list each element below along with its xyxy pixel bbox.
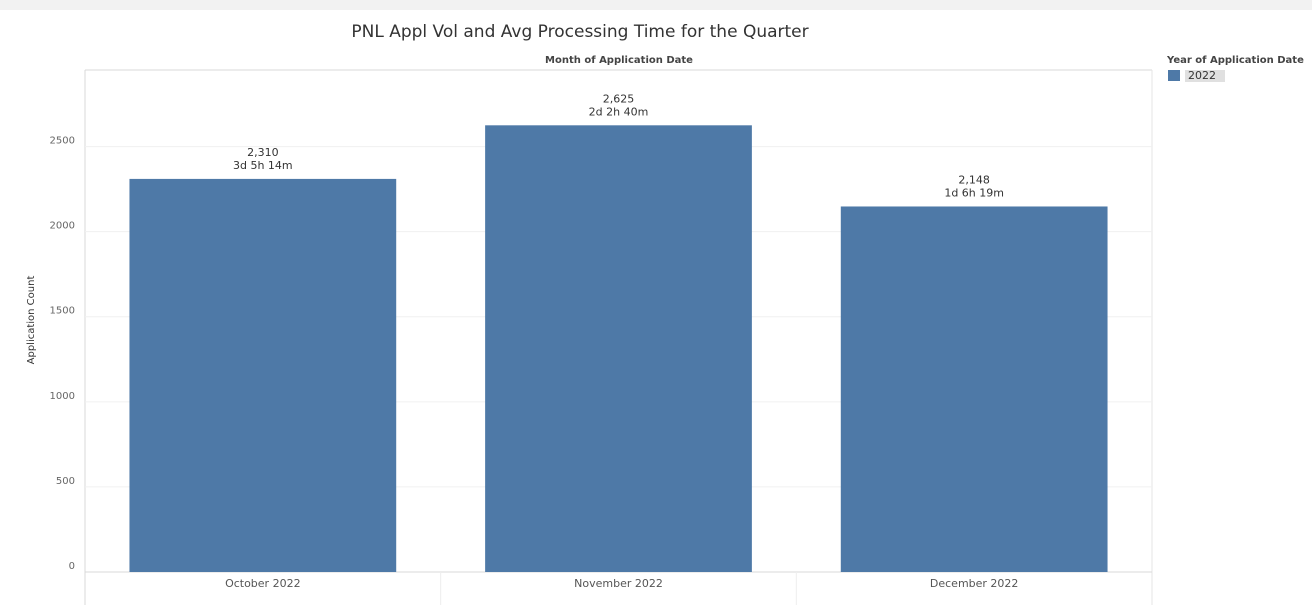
data-label: 2,148	[958, 173, 990, 186]
y-axis-label: Application Count	[26, 276, 37, 365]
x-header: Month of Application Date	[545, 55, 693, 66]
legend-highlight	[1185, 70, 1225, 82]
top-strip	[0, 0, 1312, 10]
y-tick-label: 2000	[50, 221, 75, 232]
x-tick-label: October 2022	[225, 577, 301, 590]
data-label: 2,310	[247, 146, 279, 159]
y-tick-label: 500	[56, 476, 75, 487]
y-tick-label: 1000	[50, 391, 75, 402]
data-label: 2,625	[603, 92, 635, 105]
legend-title: Year of Application Date	[1166, 55, 1304, 66]
bar	[129, 178, 397, 572]
time-label: 2d 2h 40m	[589, 105, 649, 118]
y-tick-label: 0	[69, 561, 75, 572]
chart-title: PNL Appl Vol and Avg Processing Time for…	[351, 22, 808, 42]
bar	[485, 125, 752, 572]
time-label: 3d 5h 14m	[233, 159, 293, 172]
y-tick-label: 2500	[50, 136, 75, 147]
bar	[840, 206, 1108, 572]
legend-label: 2022	[1188, 69, 1216, 82]
time-label: 1d 6h 19m	[944, 186, 1004, 199]
x-tick-label: November 2022	[574, 577, 663, 590]
legend-swatch	[1168, 70, 1180, 81]
y-tick-label: 1500	[50, 306, 75, 317]
x-tick-label: December 2022	[930, 577, 1019, 590]
